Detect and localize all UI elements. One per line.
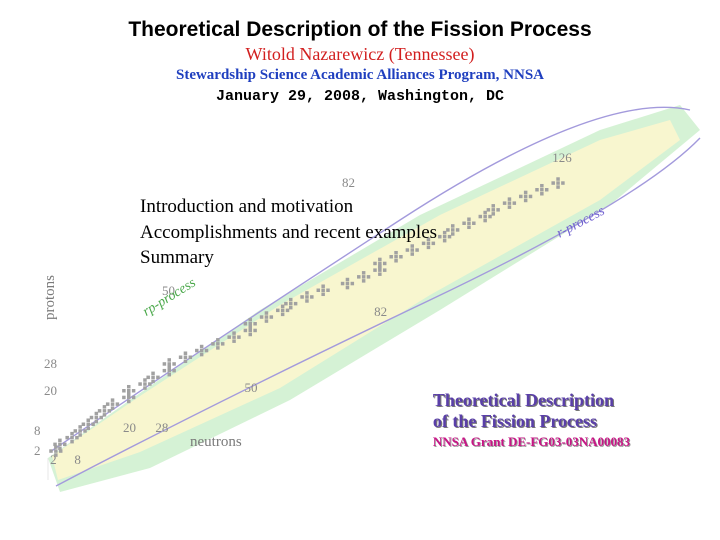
y-tick: 20 — [44, 383, 57, 399]
author-line: Witold Nazarewicz (Tennessee) — [0, 44, 720, 65]
outline-item: Accomplishments and recent examples — [140, 220, 437, 246]
slide-title: Theoretical Description of the Fission P… — [0, 18, 720, 42]
x-tick: 82 — [374, 304, 387, 320]
nuclide-chart — [0, 100, 720, 540]
y-axis-label: protons — [42, 275, 59, 320]
x-tick: 50 — [245, 380, 258, 396]
x-tick: 20 — [123, 420, 136, 436]
grant-number: NNSA Grant DE-FG03-03NA00083 — [433, 434, 630, 450]
outline-item: Introduction and motivation — [140, 194, 437, 220]
y-tick: 2 — [34, 443, 41, 459]
program-line: Stewardship Science Academic Alliances P… — [0, 67, 720, 84]
header: Theoretical Description of the Fission P… — [0, 0, 720, 105]
y-tick: 28 — [44, 356, 57, 372]
outline-item: Summary — [140, 245, 437, 271]
x-tick: 126 — [552, 150, 572, 166]
y-tick: 82 — [342, 175, 355, 191]
grant-block: Theoretical Description of the Fission P… — [433, 390, 630, 450]
x-tick: 8 — [74, 452, 81, 468]
grant-title-2: of the Fission Process — [433, 411, 630, 432]
grant-title-1: Theoretical Description — [433, 390, 630, 411]
x-tick: 2 — [50, 452, 57, 468]
y-tick: 8 — [34, 423, 41, 439]
x-axis-label: neutrons — [190, 434, 242, 451]
outline: Introduction and motivationAccomplishmen… — [140, 194, 437, 271]
x-tick: 28 — [155, 420, 168, 436]
